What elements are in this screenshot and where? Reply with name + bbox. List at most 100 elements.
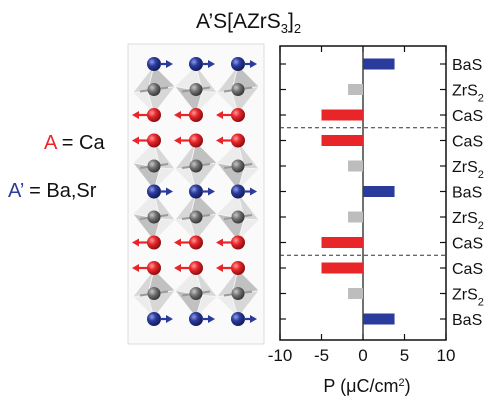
octahedron-face bbox=[237, 218, 260, 243]
layer-label-main: BaS bbox=[452, 312, 482, 329]
ca-atom bbox=[231, 235, 245, 250]
ba-polarization-arrow-head bbox=[250, 315, 257, 323]
ca-atom bbox=[147, 261, 161, 275]
ba-polarization-arrow-head bbox=[166, 187, 173, 196]
ba-polarization-arrow-head bbox=[166, 315, 173, 323]
layer-label-main: BaS bbox=[452, 57, 482, 74]
ba-atom bbox=[147, 184, 161, 199]
layer-label-sub: 2 bbox=[478, 93, 484, 105]
legend-a-text: = Ca bbox=[56, 132, 105, 154]
bar-bas bbox=[363, 186, 395, 197]
ba-atom bbox=[147, 312, 161, 326]
zr-atom bbox=[189, 159, 203, 173]
layer-label: BaS bbox=[452, 312, 482, 329]
layer-label-main: ZrS bbox=[452, 287, 478, 304]
layer-label: ZrS2 bbox=[452, 210, 484, 232]
ba-atom bbox=[189, 312, 203, 326]
layer-label: CaS bbox=[452, 236, 483, 253]
legend-ap-site: A’ = Ba,Sr bbox=[8, 180, 96, 203]
zr-atom bbox=[147, 159, 161, 173]
zr-atom bbox=[189, 83, 203, 96]
x-tick-label: -5 bbox=[314, 346, 329, 365]
zr-atom bbox=[231, 159, 245, 173]
ca-atom bbox=[147, 133, 161, 148]
zrs6-octahedron bbox=[132, 268, 176, 319]
ba-atom bbox=[231, 312, 245, 326]
layer-label-sub: 2 bbox=[478, 220, 484, 232]
bar-bas bbox=[363, 313, 395, 325]
zr-atom bbox=[189, 210, 203, 224]
ca-atom bbox=[189, 235, 203, 250]
ba-atom bbox=[231, 184, 245, 199]
ca-polarization-arrow-head bbox=[174, 111, 181, 119]
zrs6-octahedron bbox=[216, 141, 260, 192]
layer-label: BaS bbox=[452, 57, 482, 74]
bar-cas bbox=[321, 109, 363, 121]
layer-label: BaS bbox=[452, 185, 482, 202]
x-axis-label-pre: P ( bbox=[323, 376, 346, 396]
layer-label-main: CaS bbox=[452, 236, 483, 253]
layer-label: ZrS2 bbox=[452, 287, 484, 309]
title-sub2: 2 bbox=[293, 21, 302, 37]
legend-a-letter: A bbox=[44, 132, 57, 154]
octahedron-face bbox=[195, 295, 218, 319]
crystal-structure bbox=[127, 43, 265, 345]
layer-label-main: CaS bbox=[452, 134, 483, 151]
layer-label-sub: 2 bbox=[478, 297, 484, 309]
layer-label-main: ZrS bbox=[452, 83, 478, 100]
ba-polarization-arrow-head bbox=[208, 315, 215, 323]
layer-label: CaS bbox=[452, 134, 483, 151]
layer-label: CaS bbox=[452, 261, 483, 278]
x-axis-label: P (μC/cm2) bbox=[323, 376, 410, 396]
octahedron-face bbox=[195, 91, 218, 115]
zr-atom bbox=[231, 210, 245, 224]
layer-label: ZrS2 bbox=[452, 83, 484, 105]
ca-atom bbox=[189, 133, 203, 148]
bar-zrs2 bbox=[348, 160, 363, 172]
layer-label-main: CaS bbox=[452, 261, 483, 278]
bar-cas bbox=[321, 262, 363, 274]
bar-zrs2 bbox=[348, 84, 363, 95]
ca-atom bbox=[147, 108, 161, 122]
zr-atom bbox=[147, 210, 161, 224]
layer-label-main: CaS bbox=[452, 108, 483, 125]
x-axis-label-mu: μ bbox=[346, 376, 356, 396]
bar-bas bbox=[363, 58, 395, 70]
title-sub1: 3 bbox=[280, 21, 289, 37]
ca-atom bbox=[231, 133, 245, 148]
legend-a-site: A = Ca bbox=[44, 132, 105, 155]
layer-label-sub: 2 bbox=[478, 169, 484, 181]
layer-label: ZrS2 bbox=[452, 159, 484, 181]
zr-atom bbox=[147, 287, 161, 300]
ca-polarization-arrow-head bbox=[216, 136, 223, 145]
ca-polarization-arrow-head bbox=[174, 264, 181, 272]
ba-atom bbox=[189, 184, 203, 199]
figure-title: A’S[AZrS3]2 bbox=[196, 10, 301, 36]
polarization-chart: -10 -5 0 5 10P (μC/cm2)BaSZrS2CaSCaSZrS2BaSZ… bbox=[268, 45, 484, 396]
layer-label: CaS bbox=[452, 108, 483, 125]
ba-atom bbox=[231, 57, 245, 71]
zr-atom bbox=[147, 83, 161, 96]
ca-atom bbox=[231, 108, 245, 122]
zr-atom bbox=[189, 287, 203, 300]
x-axis-label-unit: C/cm bbox=[356, 376, 398, 396]
ca-atom bbox=[189, 261, 203, 275]
octahedron-face bbox=[153, 167, 176, 192]
ca-polarization-arrow-head bbox=[132, 264, 139, 272]
ca-atom bbox=[147, 235, 161, 250]
layer-label-main: BaS bbox=[452, 185, 482, 202]
ba-polarization-arrow-head bbox=[250, 60, 257, 68]
ba-polarization-arrow-head bbox=[250, 187, 257, 196]
x-axis-label-sup: 2 bbox=[398, 377, 404, 389]
zr-atom bbox=[231, 287, 245, 300]
layer-label-main: ZrS bbox=[452, 210, 478, 227]
bar-zrs2 bbox=[348, 211, 363, 223]
octahedron-face bbox=[237, 167, 260, 192]
octahedron-face bbox=[153, 218, 176, 243]
ca-polarization-arrow-head bbox=[216, 238, 223, 247]
x-tick-label: 0 bbox=[358, 346, 367, 365]
bar-cas bbox=[321, 237, 363, 248]
ba-polarization-arrow-head bbox=[208, 187, 215, 196]
ca-polarization-arrow-head bbox=[216, 111, 223, 119]
